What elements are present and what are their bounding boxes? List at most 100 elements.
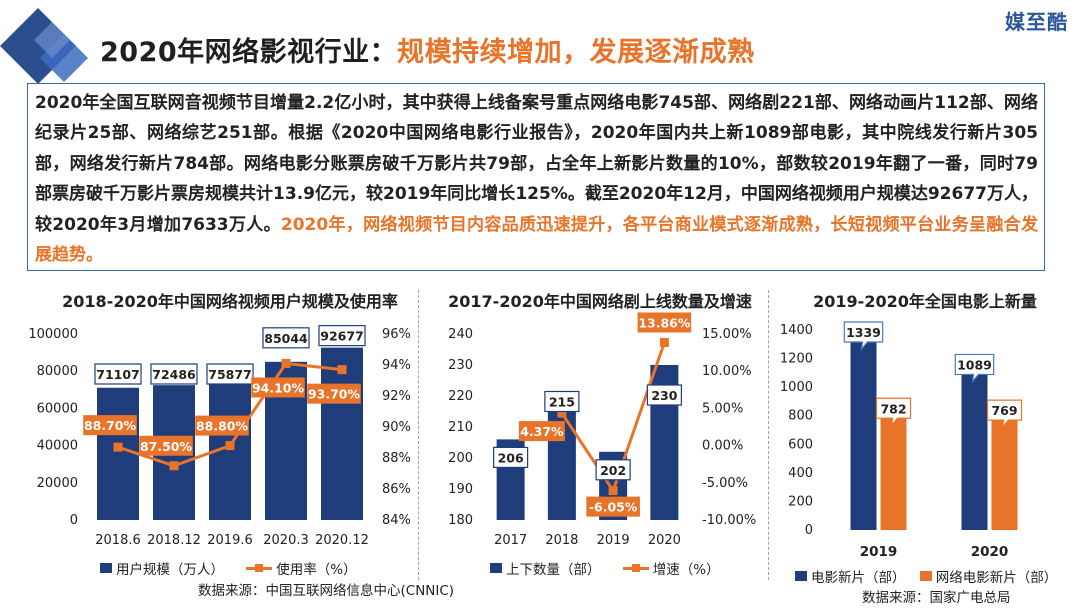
summary-text-box: 2020年全国互联网音视频节目增量2.2亿小时，其中获得上线备案号重点网络电影7… xyxy=(27,83,1045,271)
chart1-y-right-tick: 94% xyxy=(382,358,411,373)
chart1-line-label: 87.50% xyxy=(140,439,193,454)
chart3-y-tick: 200 xyxy=(788,494,813,509)
legend-line-swatch xyxy=(246,563,273,573)
chart1-y-right-tick: 92% xyxy=(382,389,411,404)
chart1-bar-label-box xyxy=(206,363,254,385)
chart3-bar-label-films: 1089 xyxy=(957,357,992,372)
chart2-x-tick: 2017 xyxy=(494,533,527,548)
chart-divider-2 xyxy=(768,290,769,580)
chart3-bar-label-films: 1339 xyxy=(846,325,881,340)
chart1-y-left-tick: 20000 xyxy=(37,476,78,491)
chart1-users-and-usage-rate: 0 20000 40000 60000 80000 100000 84% 86% 88% 90% 9… xyxy=(28,325,411,548)
chart2-y-right-tick: 15.00% xyxy=(702,327,752,342)
chart1-y-right-tick: 88% xyxy=(382,451,411,466)
chart1-y-left-tick: 100000 xyxy=(28,327,78,342)
chart1-line-marker xyxy=(113,442,123,452)
brand-logo-text: 媒至酷 xyxy=(1005,10,1068,34)
chart1-y-left-tick: 60000 xyxy=(37,401,78,416)
chart1-line-label-box xyxy=(307,383,361,404)
chart3-legend-films-label: 电影新片（部） xyxy=(811,570,906,586)
chart3-bar-films xyxy=(850,338,877,530)
chart1-y-right-tick: 96% xyxy=(382,327,411,342)
chart2-line-label: 4.37% xyxy=(520,424,564,439)
chart1-bar-label-box xyxy=(262,327,310,349)
chart1-y-right-tick: 84% xyxy=(382,513,411,528)
chart2-line-marker xyxy=(608,486,618,496)
legend-bar-swatch xyxy=(795,571,807,581)
chart2-y-right-tick: 0.00% xyxy=(702,439,743,454)
chart1-bar-label: 75877 xyxy=(208,367,252,382)
legend-bar-swatch xyxy=(919,571,932,581)
chart1-title: 2018-2020年中国网络视频用户规模及使用率 xyxy=(62,292,398,311)
chart3-bar-label-films-box xyxy=(843,321,884,351)
chart3-y-tick: 1200 xyxy=(780,352,813,367)
chart2-y-left-tick: 220 xyxy=(448,389,473,404)
chart2-line-marker xyxy=(659,337,669,347)
chart2-line-label: 13.86% xyxy=(638,315,691,330)
chart2-title: 2017-2020年中国网络剧上线数量及增速 xyxy=(448,292,752,311)
chart2-bar-label: 202 xyxy=(600,463,626,478)
chart1-bar xyxy=(321,347,363,520)
chart1-bar-label: 85044 xyxy=(264,331,308,346)
chart1-bar-label-box xyxy=(318,325,366,347)
chart1-legend: 用户规模（万人） 使用率（%） xyxy=(100,558,375,578)
chart3-title: 2019-2020年全国电影上新量 xyxy=(813,292,1037,311)
chart2-y-right-tick: 5.00% xyxy=(702,401,743,416)
page-title: 2020年网络影视行业：规模持续增加，发展逐渐成熟 xyxy=(100,30,755,69)
chart2-y-left-tick: 230 xyxy=(448,358,473,373)
chart3-y-tick: 800 xyxy=(788,409,813,424)
chart3-x-tick: 2019 xyxy=(860,544,898,560)
chart1-bar xyxy=(97,387,139,520)
legend-line-swatch xyxy=(622,563,649,573)
chart3-legend-web-films: 网络电影新片（部） xyxy=(919,566,1058,586)
chart3-y-tick: 1400 xyxy=(780,323,813,338)
chart1-line-label: 88.70% xyxy=(84,418,137,433)
chart2-y-right-tick: -10.00% xyxy=(702,513,756,528)
chart1-x-tick: 2018.6 xyxy=(95,533,141,548)
chart1-line-marker xyxy=(337,365,347,375)
chart1-y-right-tick: 90% xyxy=(382,420,411,435)
chart1-line-label-box xyxy=(251,377,305,398)
chart2-y-left-tick: 240 xyxy=(448,327,473,342)
chart2-line-label-box xyxy=(637,312,692,333)
chart3-bar-films xyxy=(961,374,988,530)
chart1-x-tick: 2018.12 xyxy=(147,533,201,548)
chart3-y-tick: 0 xyxy=(805,523,813,538)
chart1-legend-bar-label: 用户规模（万人） xyxy=(116,562,224,578)
chart2-legend-line-label: 增速（%） xyxy=(652,562,720,578)
chart1-bar-label-box xyxy=(94,363,142,385)
legend-bar-swatch xyxy=(100,563,112,573)
chart2-x-tick: 2018 xyxy=(545,533,578,548)
page-title-highlight: 规模持续增加，发展逐渐成熟 xyxy=(397,37,755,68)
chart-divider-1 xyxy=(418,290,419,580)
chart1-line-label-box xyxy=(195,415,249,436)
chart1-line-marker xyxy=(169,461,179,471)
chart1-bar-label: 92677 xyxy=(320,329,364,344)
chart1-x-tick: 2019.6 xyxy=(207,533,253,548)
chart1-line-label: 88.80% xyxy=(196,419,249,434)
chart2-line-label: -6.05% xyxy=(589,500,638,515)
chart2-line-marker xyxy=(557,408,567,418)
chart2-legend-bar-label: 上下数量（部） xyxy=(506,562,601,578)
chart1-source: 数据来源：中国互联网络信息中心(CNNIC) xyxy=(198,583,455,599)
chart2-bar-label-box xyxy=(595,459,631,481)
chart2-y-left-tick: 210 xyxy=(448,420,473,435)
chart2-bar-label-box xyxy=(544,390,580,413)
chart3-bar-label-films-box xyxy=(954,353,995,384)
chart3-new-films: 0 200 400 600 800 1000 1200 1400 2019 1339 782 2020… xyxy=(780,321,1023,560)
chart2-x-tick: 2019 xyxy=(597,533,630,548)
chart2-y-left-tick: 180 xyxy=(448,513,473,528)
summary-text: 2020年全国互联网音视频节目增量2.2亿小时，其中获得上线备案号重点网络电影7… xyxy=(35,93,1038,235)
chart1-line-marker xyxy=(225,441,235,451)
chart3-legend-web-films-label: 网络电影新片（部） xyxy=(935,570,1058,586)
chart3-bar-label-web-films: 782 xyxy=(880,401,906,416)
chart1-line-label: 94.10% xyxy=(252,380,305,395)
chart2-bar-label: 206 xyxy=(498,450,524,465)
chart1-x-tick: 2020.3 xyxy=(263,533,309,548)
chart2-x-tick: 2020 xyxy=(648,533,681,548)
chart3-bar-web-films xyxy=(880,418,907,530)
page-title-prefix: 2020年网络影视行业： xyxy=(100,37,398,68)
chart2-legend-bar: 上下数量（部） xyxy=(490,558,601,578)
chart3-x-tick: 2020 xyxy=(971,544,1009,560)
chart3-bar-label-web-films: 769 xyxy=(991,403,1017,418)
